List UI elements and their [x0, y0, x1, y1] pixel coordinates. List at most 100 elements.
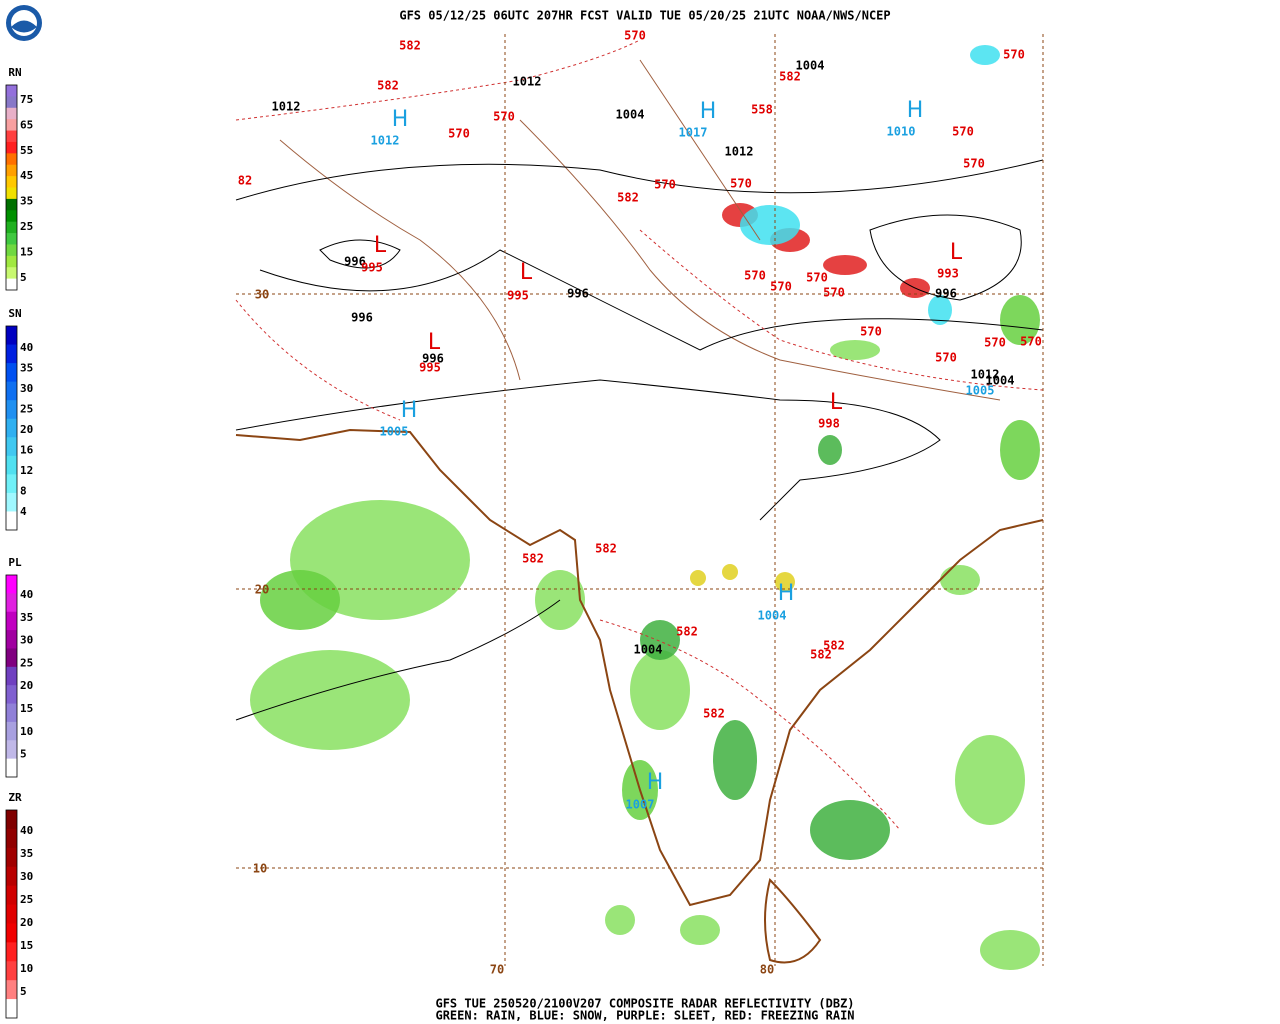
legend-label: 15	[20, 939, 33, 952]
legend-swatch	[6, 885, 17, 906]
contour-label: 996	[567, 287, 589, 301]
legend-swatch	[6, 455, 17, 475]
height-contour	[639, 229, 1044, 391]
legend-swatch	[6, 187, 17, 200]
legend-swatch	[6, 828, 17, 849]
contour-label: 996	[935, 287, 957, 301]
pressure-center: H	[647, 770, 664, 795]
legend-swatch	[6, 492, 17, 512]
legend-swatch	[6, 326, 17, 346]
contour-label: 570	[730, 177, 752, 191]
precip-area	[630, 650, 690, 730]
legend-label: 20	[20, 916, 33, 929]
legend-swatch	[6, 363, 17, 383]
contour-label: 582	[399, 39, 421, 53]
contour-label: 582	[377, 79, 399, 93]
legend-label: 40	[20, 341, 33, 354]
precip-area	[940, 565, 980, 595]
legend-title: ZR	[8, 791, 22, 804]
contour-label: 998	[818, 417, 840, 431]
pressure-center: H	[700, 99, 717, 124]
lat-label: 20	[255, 583, 269, 597]
legend-swatch	[6, 666, 17, 686]
pressure-center: H	[907, 98, 924, 123]
precip-area	[1000, 420, 1040, 480]
title: GFS 05/12/25 06UTC 207HR FCST VALID TUE …	[399, 9, 890, 23]
pressure-center: L	[950, 240, 963, 265]
legend-swatch	[6, 648, 17, 668]
isobar	[319, 239, 401, 269]
precip-area	[680, 915, 720, 945]
legend-label: 35	[20, 195, 33, 208]
pressure-center: L	[830, 390, 843, 415]
legend-swatch	[6, 176, 17, 188]
legend-frame	[5, 574, 18, 778]
isobar	[259, 249, 1044, 351]
precip-area	[823, 255, 867, 275]
legend-swatch	[6, 961, 17, 981]
legend-label: 65	[20, 118, 33, 131]
legend-label: 25	[20, 656, 33, 669]
legend-label: 30	[20, 382, 33, 395]
contour-label: 582	[676, 625, 698, 639]
height-contour	[599, 619, 901, 831]
legend-label: 35	[20, 611, 33, 624]
legend-title: SN	[8, 307, 21, 320]
legend-label: 40	[20, 588, 33, 601]
contour-label: 570	[823, 286, 845, 300]
legend-swatch	[6, 344, 17, 364]
isobar	[235, 599, 561, 721]
legend-swatch	[6, 630, 17, 649]
legend-label: 40	[20, 824, 33, 837]
legend-swatch	[6, 400, 17, 420]
contour-label: 582	[810, 648, 832, 662]
pressure-center: H	[778, 581, 795, 606]
contour-label: 1004	[616, 108, 645, 122]
legend-label: 25	[20, 403, 33, 416]
precip-area	[713, 720, 757, 800]
legend-label: 30	[20, 870, 33, 883]
legend-swatch	[6, 221, 17, 234]
contour-label: 582	[779, 70, 801, 84]
legend-swatch	[6, 96, 17, 109]
pressure-center: H	[401, 398, 418, 423]
legend-swatch	[6, 593, 17, 613]
legend-swatch	[6, 85, 17, 97]
precip-area	[722, 564, 738, 580]
contour-label: 570	[984, 336, 1006, 350]
contour-label: 1004	[634, 643, 663, 657]
legend-swatch	[6, 923, 17, 943]
pressure-center: L	[428, 330, 441, 355]
contour-label: 570	[624, 29, 646, 43]
legend-swatch	[6, 107, 17, 120]
legend-swatch	[6, 847, 17, 868]
legend-label: 20	[20, 679, 33, 692]
contour-label: 570	[963, 157, 985, 171]
noaa-logo	[6, 5, 42, 41]
contour-label: 570	[1003, 48, 1025, 62]
contour-label: 570	[952, 125, 974, 139]
legend-label: 25	[20, 893, 33, 906]
lon-label: 70	[490, 963, 504, 977]
legend-swatch	[6, 198, 17, 211]
contour-label: 995	[507, 289, 529, 303]
coastline	[235, 428, 1044, 907]
precip-area	[250, 650, 410, 750]
contour-label: 1005	[380, 425, 409, 439]
precip-area	[830, 340, 880, 360]
legend-swatch	[6, 474, 17, 494]
legend-swatch	[6, 685, 17, 705]
contour-label: 1004	[796, 59, 825, 73]
contour-label: 1007	[626, 798, 655, 812]
legend-swatch	[6, 418, 17, 438]
precip-area	[640, 620, 680, 660]
contour-label: 993	[937, 267, 959, 281]
contour-label: 570	[493, 110, 515, 124]
contour-label: 582	[522, 552, 544, 566]
contour-label: 1012	[513, 75, 542, 89]
precip-area	[928, 295, 952, 325]
pressure-center: L	[520, 260, 533, 285]
legend-label: 4	[20, 505, 27, 518]
